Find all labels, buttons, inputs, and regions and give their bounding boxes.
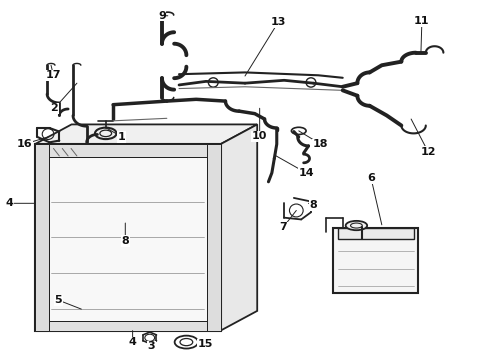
Text: 14: 14: [298, 168, 314, 178]
Text: 1: 1: [118, 132, 126, 142]
Bar: [333, 228, 418, 293]
Text: 8: 8: [122, 236, 129, 246]
Bar: [338, 228, 414, 239]
Text: 8: 8: [310, 200, 318, 210]
Bar: [49, 320, 207, 330]
Polygon shape: [220, 125, 257, 330]
Text: 9: 9: [158, 11, 166, 21]
Ellipse shape: [345, 221, 367, 230]
Bar: [49, 157, 207, 320]
Bar: [35, 144, 49, 330]
Text: 17: 17: [46, 70, 61, 80]
Text: 5: 5: [54, 295, 62, 305]
Text: 13: 13: [270, 17, 286, 27]
Text: 6: 6: [367, 173, 375, 183]
Text: 4: 4: [129, 337, 137, 347]
Text: 15: 15: [197, 339, 213, 349]
Text: 3: 3: [147, 341, 155, 351]
Text: 18: 18: [313, 139, 328, 149]
Polygon shape: [35, 125, 257, 144]
Bar: [207, 144, 220, 330]
Bar: [35, 144, 220, 330]
Text: 7: 7: [279, 222, 287, 232]
Text: 16: 16: [16, 139, 32, 149]
Text: 11: 11: [414, 17, 430, 27]
Text: 12: 12: [420, 147, 436, 157]
Text: 4: 4: [5, 198, 13, 208]
Bar: [49, 144, 207, 157]
Text: 10: 10: [252, 131, 268, 141]
Text: 2: 2: [50, 103, 58, 113]
